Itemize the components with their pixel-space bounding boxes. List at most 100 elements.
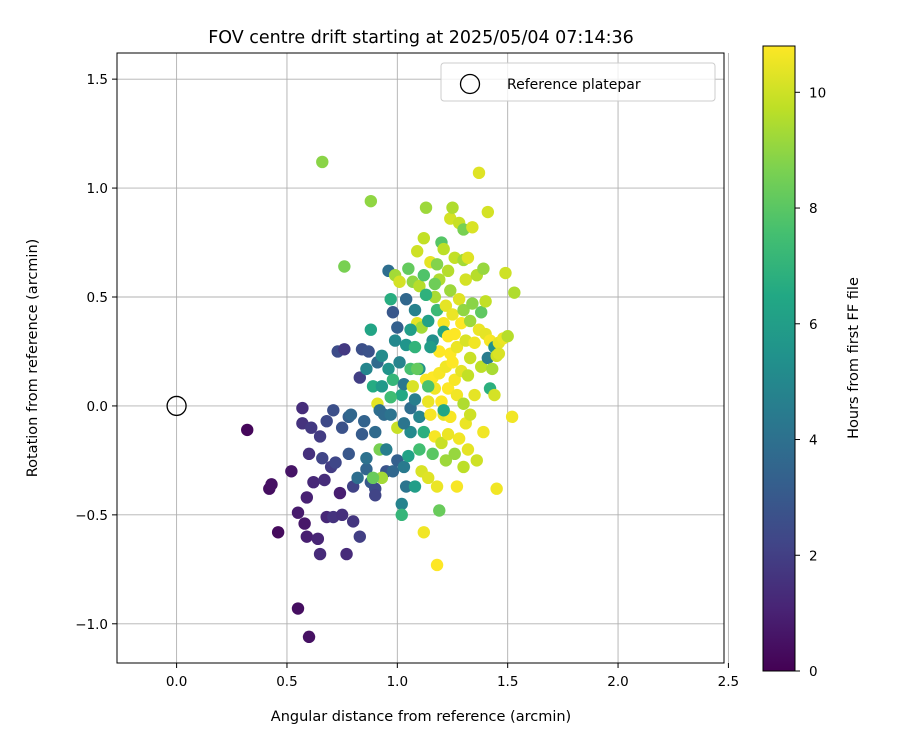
data-point bbox=[450, 340, 464, 354]
colorbar-label: Hours from first FF file bbox=[846, 277, 862, 439]
data-point bbox=[298, 517, 311, 530]
data-point bbox=[402, 262, 415, 275]
data-point bbox=[463, 408, 477, 421]
data-point bbox=[364, 194, 378, 208]
data-point bbox=[422, 471, 435, 485]
data-point bbox=[360, 452, 373, 465]
data-point bbox=[466, 297, 479, 310]
legend-marker bbox=[459, 73, 481, 95]
data-point bbox=[448, 373, 461, 386]
colorbar-tick-label: 2 bbox=[809, 548, 818, 564]
data-point bbox=[422, 395, 435, 408]
data-point bbox=[327, 404, 340, 417]
data-point bbox=[316, 155, 329, 169]
data-point bbox=[382, 362, 395, 376]
data-point bbox=[366, 380, 380, 393]
plot-frame bbox=[116, 52, 725, 664]
data-point bbox=[422, 314, 435, 328]
colorbar-tick-label: 4 bbox=[809, 433, 818, 449]
data-point bbox=[490, 482, 503, 495]
x-tick-label: 0.5 bbox=[276, 674, 297, 690]
data-point bbox=[437, 316, 450, 330]
data-point bbox=[291, 602, 305, 615]
data-point bbox=[408, 480, 422, 493]
data-point bbox=[386, 306, 400, 319]
data-point bbox=[313, 430, 327, 443]
data-point bbox=[395, 508, 408, 522]
data-point bbox=[402, 449, 415, 463]
data-point bbox=[422, 380, 435, 393]
data-point bbox=[300, 530, 314, 543]
data-point bbox=[384, 408, 397, 421]
data-point bbox=[410, 362, 424, 376]
data-point bbox=[406, 380, 419, 393]
colorbar-tick-label: 6 bbox=[809, 317, 818, 333]
data-point bbox=[448, 327, 461, 341]
data-point bbox=[375, 471, 389, 485]
scatter-points bbox=[241, 155, 521, 644]
x-axis-label: Angular distance from reference (arcmin) bbox=[271, 709, 571, 725]
data-point bbox=[360, 362, 373, 376]
legend-entry-reference: Reference platepar bbox=[507, 77, 641, 93]
data-point bbox=[461, 251, 475, 264]
data-point bbox=[475, 306, 488, 319]
legend: Reference platepar bbox=[440, 62, 716, 102]
data-point bbox=[508, 286, 521, 299]
colorbar-ticks: 0 2 4 6 8 10 bbox=[795, 85, 826, 680]
data-point bbox=[395, 497, 408, 511]
data-point bbox=[404, 323, 417, 336]
data-point bbox=[265, 478, 278, 491]
data-point bbox=[430, 558, 444, 572]
data-point bbox=[435, 436, 448, 450]
data-point bbox=[459, 273, 472, 286]
data-point bbox=[417, 231, 431, 245]
data-point bbox=[393, 275, 406, 288]
data-point bbox=[318, 473, 331, 487]
x-tick-label: 2.5 bbox=[718, 674, 739, 690]
data-point bbox=[296, 401, 309, 415]
data-point bbox=[441, 264, 455, 278]
data-point bbox=[271, 526, 285, 539]
data-point bbox=[419, 288, 433, 302]
data-point bbox=[428, 277, 442, 291]
data-point bbox=[472, 166, 486, 180]
x-tick-label: 0.0 bbox=[166, 674, 187, 690]
legend-box bbox=[440, 62, 716, 102]
data-point bbox=[446, 201, 459, 214]
data-point bbox=[461, 369, 475, 382]
data-point bbox=[316, 452, 329, 465]
data-point bbox=[285, 465, 298, 478]
data-point bbox=[417, 526, 431, 539]
data-point bbox=[386, 465, 400, 478]
data-point bbox=[320, 414, 333, 428]
reference-point bbox=[166, 395, 187, 417]
data-point bbox=[302, 630, 316, 644]
y-tick-label: 1.5 bbox=[87, 72, 108, 88]
data-point bbox=[433, 504, 446, 517]
data-point bbox=[452, 292, 466, 306]
data-point bbox=[342, 447, 355, 461]
data-point bbox=[388, 334, 402, 347]
data-point bbox=[364, 323, 378, 336]
data-point bbox=[399, 480, 413, 493]
y-tick-label: 0.0 bbox=[87, 399, 108, 415]
reference-marker bbox=[166, 395, 187, 417]
colorbar: 0 2 4 6 8 10 Hours from first FF file bbox=[762, 45, 862, 680]
data-point bbox=[335, 421, 349, 434]
data-point bbox=[397, 460, 411, 474]
data-point bbox=[479, 295, 492, 308]
data-point bbox=[395, 388, 408, 402]
data-point bbox=[426, 447, 439, 461]
data-point bbox=[335, 508, 349, 522]
data-point bbox=[393, 356, 406, 369]
data-point bbox=[360, 462, 373, 476]
data-point bbox=[410, 245, 424, 258]
x-axis-ticks: 0.0 0.5 1.0 1.5 2.0 2.5 bbox=[166, 663, 739, 690]
data-point bbox=[333, 486, 347, 500]
data-point bbox=[463, 351, 477, 365]
data-point bbox=[305, 421, 318, 434]
colorbar-gradient bbox=[762, 45, 796, 672]
data-point bbox=[463, 314, 477, 328]
data-point bbox=[441, 382, 455, 395]
